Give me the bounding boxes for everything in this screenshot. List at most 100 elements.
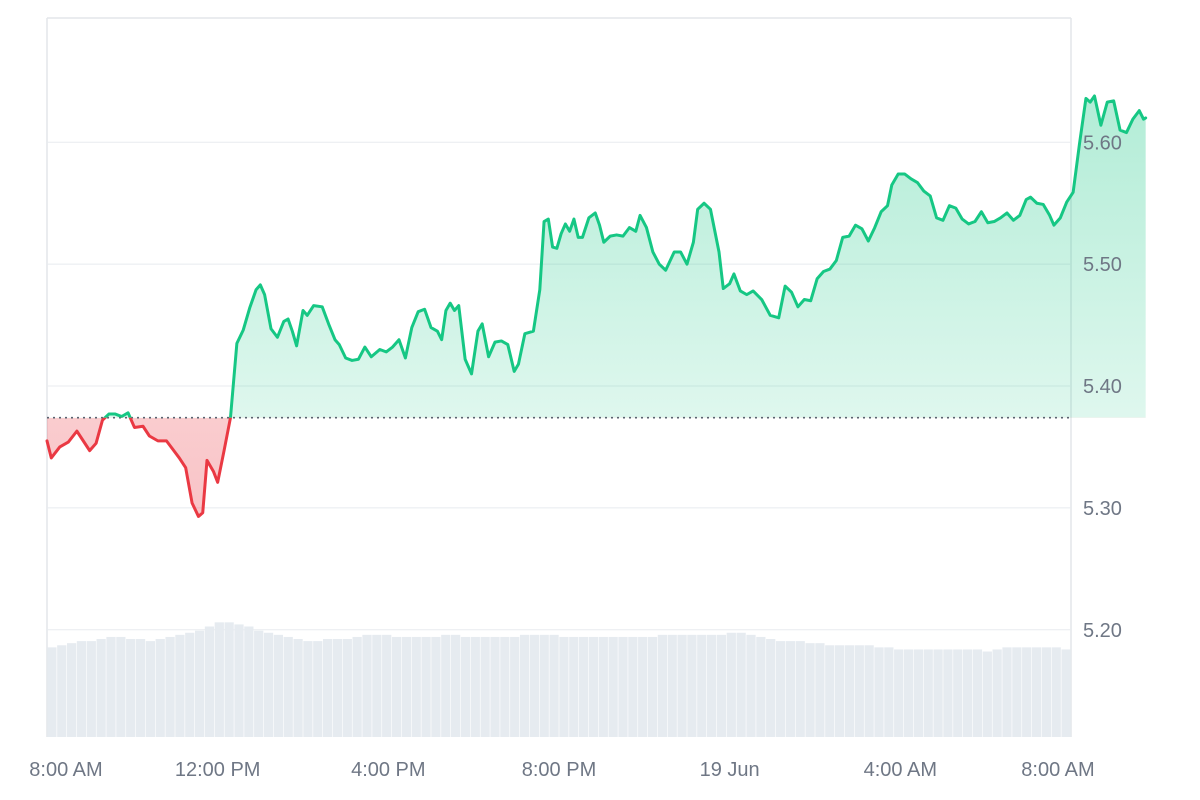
volume-bar (913, 649, 924, 737)
x-tick-label: 4:00 AM (864, 759, 937, 781)
volume-bar (204, 626, 215, 737)
price-line-up (102, 94, 1148, 418)
volume-bar (441, 634, 451, 737)
volume-bar (116, 636, 126, 737)
volume-bar (421, 636, 431, 737)
volume-bar (283, 636, 293, 737)
volume-bar (726, 632, 736, 737)
volume-bar (372, 634, 382, 737)
y-tick-label: 5.50 (1083, 254, 1122, 276)
volume-bar (549, 634, 559, 737)
volume-bar (47, 647, 57, 737)
volume-bar (844, 645, 855, 737)
volume-bar (638, 636, 648, 737)
volume-bar (923, 649, 933, 737)
volume-bar (106, 636, 116, 737)
volume-bar (224, 622, 234, 737)
volume-bar (391, 636, 402, 737)
volume-bar (677, 634, 687, 737)
volume-bar (342, 639, 352, 737)
volume-bar (578, 636, 589, 737)
volume-bar (332, 639, 343, 737)
volume-bar (244, 626, 254, 737)
volume-bar (785, 641, 796, 737)
volume-bar (1002, 647, 1012, 737)
volume-bar (352, 636, 362, 737)
price-area-down (47, 417, 1146, 517)
volume-bar (903, 649, 914, 737)
volume-bar (598, 636, 608, 737)
y-tick-label: 5.20 (1083, 620, 1122, 642)
price-line-layer (45, 94, 1148, 518)
volume-bar (795, 641, 805, 737)
volume-bar (234, 624, 244, 737)
volume-bar (894, 649, 904, 737)
volume-bar (254, 630, 264, 737)
volume-bar (500, 636, 510, 737)
volume-bar (135, 639, 146, 737)
volume-bar (569, 636, 579, 737)
volume-bar (933, 649, 943, 737)
volume-bar (884, 647, 894, 737)
volume-bar (155, 639, 165, 737)
volume-bar (1061, 649, 1071, 737)
volume-bar (756, 636, 766, 737)
y-tick-label: 5.60 (1083, 132, 1122, 154)
volume-bar (962, 649, 973, 737)
volume-bar (214, 622, 224, 737)
volume-bar (411, 636, 421, 737)
volume-bar (86, 641, 96, 737)
volume-bar (559, 636, 569, 737)
volume-bar (175, 634, 185, 737)
volume-bar (716, 634, 727, 737)
volume-bar (628, 636, 638, 737)
volume-bar (76, 641, 87, 737)
volume-bar (66, 643, 77, 737)
y-tick-label: 5.30 (1083, 498, 1122, 520)
volume-bar (382, 634, 392, 737)
volume-bars (47, 622, 1071, 737)
volume-bar (706, 634, 717, 737)
volume-bar (815, 643, 825, 737)
volume-bar (647, 636, 658, 737)
volume-bar (145, 641, 156, 737)
volume-bar (510, 636, 520, 737)
volume-bar (194, 630, 205, 737)
volume-bar (805, 643, 815, 737)
x-tick-label: 8:00 PM (522, 759, 596, 781)
volume-bar (57, 645, 67, 737)
volume-bar (303, 641, 313, 737)
volume-bar (588, 636, 599, 737)
volume-bar (313, 641, 323, 737)
volume-bar (943, 649, 953, 737)
volume-bar (450, 634, 461, 737)
volume-bar (982, 651, 992, 737)
volume-bar (687, 634, 697, 737)
x-tick-label: 19 Jun (700, 759, 760, 781)
volume-bar (460, 636, 471, 737)
volume-bar (766, 639, 776, 737)
volume-bar (96, 639, 106, 737)
volume-bar (1031, 647, 1042, 737)
volume-bar (746, 634, 756, 737)
volume-bar (667, 634, 677, 737)
price-area-up (105, 95, 1146, 418)
volume-bar (519, 634, 530, 737)
volume-bar (1022, 647, 1032, 737)
volume-bar (1051, 647, 1061, 737)
x-tick-label: 8:00 AM (29, 759, 102, 781)
volume-bar (608, 636, 618, 737)
price-area-layer (47, 95, 1146, 517)
volume-bar (126, 639, 136, 737)
volume-bar (854, 645, 864, 737)
volume-bar (775, 641, 786, 737)
volume-bar (864, 645, 874, 737)
volume-bar (322, 639, 333, 737)
volume-bar (953, 649, 963, 737)
volume-bar (185, 632, 195, 737)
volume-bar (825, 645, 835, 737)
volume-bar (263, 632, 274, 737)
volume-bar (165, 636, 175, 737)
